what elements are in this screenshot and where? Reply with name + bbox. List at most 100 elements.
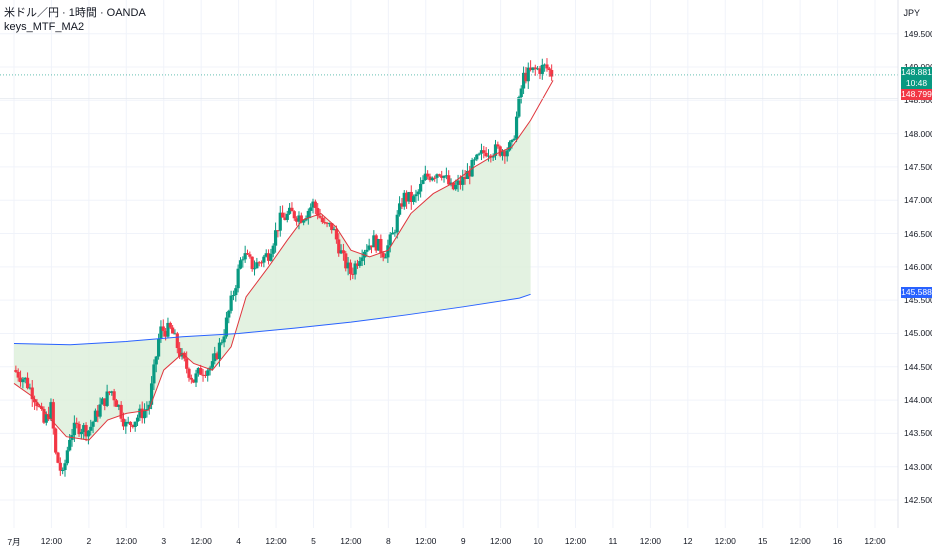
time-tick-label: 7月 bbox=[7, 537, 21, 547]
symbol-title[interactable]: 米ドル／円 · 1時間 · OANDA bbox=[4, 7, 146, 19]
candle-body bbox=[421, 180, 425, 184]
candle-body bbox=[54, 428, 58, 453]
candle-body bbox=[16, 371, 20, 378]
candle-body bbox=[227, 310, 231, 318]
candle-body bbox=[276, 230, 280, 232]
candle-body bbox=[273, 230, 278, 246]
candle-body bbox=[341, 250, 346, 254]
candle-body bbox=[231, 295, 236, 297]
time-tick-label: 4 bbox=[236, 536, 241, 546]
candle-body bbox=[404, 192, 409, 202]
candle-body bbox=[465, 170, 470, 179]
candle-body bbox=[290, 207, 294, 212]
time-tick-label: 11 bbox=[608, 536, 618, 546]
candle-body bbox=[538, 68, 542, 74]
candle-body bbox=[110, 391, 114, 393]
candle-body bbox=[89, 426, 93, 431]
candle-body bbox=[512, 138, 516, 141]
candle-body bbox=[250, 256, 254, 269]
candle-body bbox=[44, 414, 48, 423]
candle-body bbox=[255, 262, 259, 269]
candle-body bbox=[318, 215, 322, 218]
candle-body bbox=[437, 174, 441, 176]
time-tick-label: 12:00 bbox=[490, 536, 512, 546]
candle-body bbox=[519, 88, 523, 98]
candle-body bbox=[56, 452, 60, 463]
candle-body bbox=[35, 402, 39, 407]
candle-body bbox=[334, 229, 339, 240]
candle-body bbox=[346, 262, 350, 269]
candle-body bbox=[531, 67, 535, 70]
candle-body bbox=[367, 245, 371, 250]
time-tick-label: 12:00 bbox=[714, 536, 736, 546]
candle-body bbox=[397, 203, 402, 215]
candle-body bbox=[126, 421, 130, 423]
candle-body bbox=[463, 176, 467, 179]
candle-body bbox=[28, 387, 32, 389]
indicator-title[interactable]: keys_MTF_MA2 bbox=[4, 21, 85, 33]
candle-body bbox=[311, 201, 315, 208]
candle-body bbox=[224, 317, 229, 337]
candle-body bbox=[521, 72, 526, 89]
candle-body bbox=[248, 254, 252, 257]
time-tick-label: 12:00 bbox=[789, 536, 811, 546]
candle-body bbox=[416, 191, 420, 195]
candle-body bbox=[49, 402, 53, 420]
candle-body bbox=[379, 238, 383, 254]
candle-body bbox=[32, 399, 37, 403]
candle-body bbox=[536, 68, 540, 70]
time-tick-label: 12:00 bbox=[864, 536, 886, 546]
candle-body bbox=[360, 257, 364, 262]
candle-body bbox=[451, 182, 455, 190]
time-tick-label: 12:00 bbox=[190, 536, 212, 546]
candle-body bbox=[128, 421, 133, 426]
candle-body bbox=[103, 398, 107, 406]
candle-body bbox=[14, 370, 18, 372]
ma-fast-tag: 148.799 bbox=[901, 89, 932, 100]
candle-body bbox=[23, 377, 27, 380]
price-tick-label: 147.500 bbox=[904, 161, 932, 172]
time-tick-label: 12:00 bbox=[115, 536, 137, 546]
price-tick-label: 146.500 bbox=[904, 228, 932, 239]
candle-body bbox=[491, 155, 495, 158]
candle-body bbox=[25, 377, 30, 389]
candle-body bbox=[325, 222, 329, 224]
candle-body bbox=[514, 116, 519, 139]
candle-body bbox=[42, 408, 46, 423]
candle-body bbox=[72, 422, 76, 436]
candle-body bbox=[63, 463, 67, 471]
candle-body bbox=[140, 408, 144, 419]
candle-body bbox=[203, 375, 207, 377]
price-tick-label: 147.000 bbox=[904, 195, 932, 206]
candle-body bbox=[245, 253, 250, 255]
time-tick-label: 12:00 bbox=[639, 536, 662, 546]
candle-body bbox=[266, 253, 271, 261]
candle-body bbox=[84, 425, 88, 437]
candle-body bbox=[414, 194, 418, 197]
candle-body bbox=[112, 391, 116, 401]
candle-body bbox=[412, 196, 416, 202]
candle-body bbox=[91, 421, 95, 427]
time-tick-label: 8 bbox=[385, 536, 391, 546]
candle-body bbox=[189, 377, 193, 380]
candle-body bbox=[292, 211, 296, 219]
candle-body bbox=[456, 180, 460, 185]
candle-body bbox=[75, 422, 79, 424]
candle-body bbox=[121, 418, 126, 427]
candle-body bbox=[285, 213, 289, 220]
candle-body bbox=[180, 352, 184, 357]
candle-body bbox=[222, 336, 226, 343]
candle-body bbox=[105, 391, 109, 406]
candle-body bbox=[131, 425, 135, 428]
candle-body bbox=[449, 182, 453, 185]
candle-body bbox=[374, 235, 378, 251]
candle-body bbox=[348, 262, 353, 274]
candle-body bbox=[159, 326, 163, 339]
candle-body bbox=[447, 175, 451, 185]
candle-body bbox=[400, 203, 404, 207]
ma-fill-area bbox=[14, 120, 531, 441]
price-tick-label: 149.500 bbox=[904, 28, 932, 39]
candle-body bbox=[280, 212, 285, 218]
